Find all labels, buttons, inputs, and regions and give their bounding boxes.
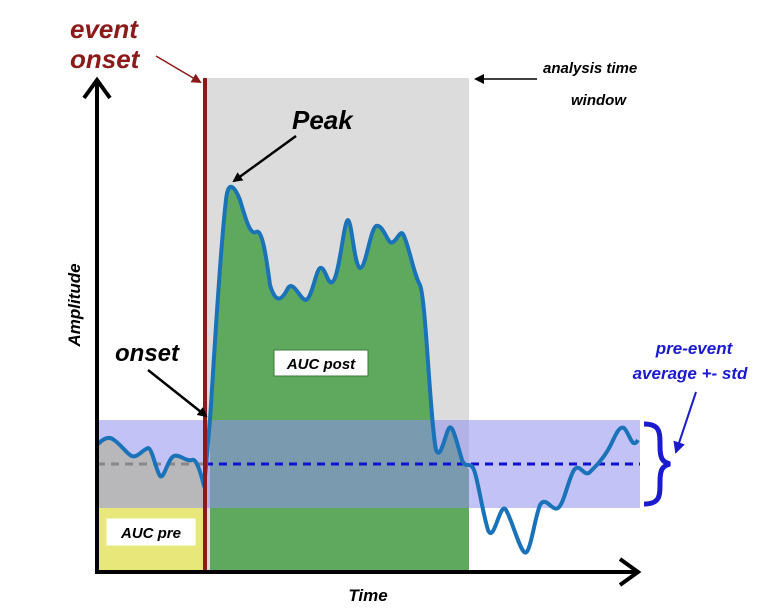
peak-arrow: [232, 134, 297, 183]
y-axis-label: Amplitude: [65, 263, 84, 347]
analysis-window-label-line1: analysis time: [543, 60, 637, 77]
event-onset-label-line2: onset: [70, 44, 141, 74]
pre-event-arrow: [673, 391, 697, 454]
auc-pre-label: AUC pre: [120, 525, 181, 542]
std-brace: [643, 421, 671, 507]
pre-event-label-line2: average +- std: [633, 364, 748, 383]
pre-event-label-line1: pre-event: [655, 339, 734, 358]
event-onset-label-line1: event: [70, 14, 139, 44]
signal-trace: [95, 184, 640, 555]
auc-post-label: AUC post: [286, 356, 356, 373]
x-axis-label: Time: [348, 586, 387, 605]
onset-arrow: [147, 369, 208, 418]
event-onset-arrow: [155, 55, 202, 84]
analysis-window-label-line2: window: [571, 92, 627, 109]
auc-pre-box: [105, 517, 197, 547]
auc-post-box: [273, 349, 369, 377]
peak-label: Peak: [292, 105, 354, 135]
x-axis-arrowhead: [618, 557, 642, 587]
onset-label: onset: [115, 340, 180, 367]
y-axis-arrowhead: [82, 76, 112, 100]
